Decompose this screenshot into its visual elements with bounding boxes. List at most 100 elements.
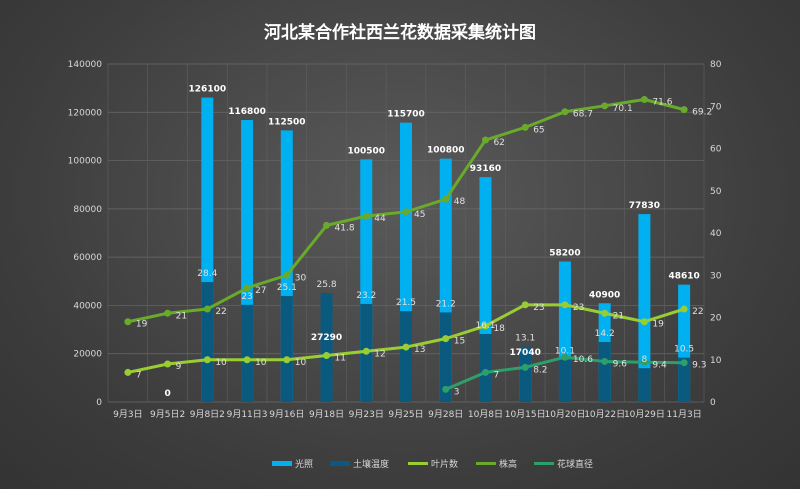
legend[interactable]: 光照 土壤温度 叶片数 株高 花球直径 (272, 458, 593, 470)
line-point[interactable] (561, 353, 569, 361)
line-point[interactable] (481, 368, 489, 376)
bar-soil-temp[interactable] (558, 359, 571, 402)
bar-label: 16.1 (475, 321, 495, 331)
point-label: 9.6 (613, 359, 628, 369)
bar-soil-temp[interactable] (320, 292, 333, 402)
line-point[interactable] (124, 318, 132, 326)
point-label: 71.6 (652, 97, 672, 107)
legend-item[interactable]: 光照 (272, 458, 313, 470)
point-label: 8.2 (533, 365, 547, 375)
line-point[interactable] (521, 123, 529, 131)
bar-label: 40900 (589, 290, 620, 300)
line-point[interactable] (561, 301, 569, 309)
line-point[interactable] (124, 368, 132, 376)
point-label: 22 (215, 307, 226, 317)
line-point[interactable] (640, 95, 648, 103)
line-point[interactable] (164, 360, 172, 368)
y-left-tick: 120000 (68, 108, 103, 118)
point-label: 12 (374, 349, 385, 359)
point-label: 69.2 (692, 108, 712, 118)
line-point[interactable] (283, 271, 291, 279)
line-point[interactable] (601, 309, 609, 317)
bar-soil-temp[interactable] (479, 333, 492, 402)
legend-label: 株高 (499, 458, 517, 470)
bar-light[interactable] (638, 214, 651, 402)
legend-item[interactable]: 株高 (476, 458, 517, 470)
line-point[interactable] (243, 356, 251, 364)
legend-item[interactable]: 土壤温度 (330, 458, 389, 470)
point-label: 30 (295, 273, 307, 283)
line-point[interactable] (362, 212, 370, 220)
point-label: 9.4 (652, 360, 667, 370)
bars (201, 97, 691, 403)
legend-item[interactable]: 花球直径 (534, 458, 593, 470)
line-point[interactable] (283, 356, 291, 364)
point-label: 13 (414, 345, 425, 355)
bar-soil-temp[interactable] (241, 304, 254, 402)
bar-label: 10.5 (674, 345, 694, 355)
point-label: 21 (613, 311, 624, 321)
line-point[interactable] (402, 208, 410, 216)
line-point[interactable] (601, 357, 609, 365)
line-point[interactable] (481, 136, 489, 144)
line-point[interactable] (323, 352, 331, 360)
bar-soil-temp[interactable] (678, 357, 691, 402)
line-point[interactable] (362, 347, 370, 355)
point-label: 9.3 (692, 361, 706, 371)
x-tick: 10月20日 (544, 409, 585, 420)
bar-label: 48610 (668, 272, 699, 282)
bar-soil-temp[interactable] (598, 342, 611, 402)
bar-soil-temp[interactable] (280, 295, 293, 402)
point-label: 10 (255, 358, 267, 368)
line-point[interactable] (680, 106, 688, 114)
y-left-tick: 100000 (68, 157, 103, 167)
line-point[interactable] (640, 318, 648, 326)
x-tick: 10月15日 (505, 409, 546, 420)
line-point[interactable] (481, 322, 489, 330)
bar-soil-temp[interactable] (201, 282, 214, 402)
line-point[interactable] (442, 385, 450, 393)
point-label: 65 (533, 125, 544, 135)
x-tick: 10月29日 (624, 409, 665, 420)
line-point[interactable] (640, 358, 648, 366)
x-tick: 9月11日3 (227, 409, 268, 420)
legend-swatch (272, 461, 292, 466)
legend-item[interactable]: 叶片数 (408, 458, 458, 470)
x-tick: 10月22日 (584, 409, 625, 420)
line-point[interactable] (323, 221, 331, 229)
bar-label: 77830 (629, 201, 660, 211)
point-label: 11 (335, 354, 346, 364)
bar-soil-temp[interactable] (439, 312, 452, 402)
bar-soil-temp[interactable] (638, 368, 651, 402)
point-label: 18 (493, 324, 505, 334)
line-point[interactable] (601, 102, 609, 110)
line-point[interactable] (442, 195, 450, 203)
line-point[interactable] (521, 301, 529, 309)
lines (124, 95, 688, 393)
line-point[interactable] (243, 284, 251, 292)
bar-soil-temp[interactable] (519, 346, 532, 402)
y-right-tick: 80 (710, 60, 722, 70)
line-point[interactable] (402, 343, 410, 351)
line-point[interactable] (680, 305, 688, 313)
bar-label: 0 (164, 389, 170, 399)
x-tick: 9月5日2 (150, 409, 185, 420)
point-label: 10.6 (573, 355, 593, 365)
y-left-tick: 140000 (68, 60, 103, 70)
bar-label: 10.1 (555, 346, 575, 356)
line-point[interactable] (521, 363, 529, 371)
point-label: 19 (136, 320, 148, 330)
point-label: 70.1 (613, 104, 633, 114)
line-point[interactable] (561, 108, 569, 116)
legend-label: 叶片数 (431, 458, 458, 470)
y-right-tick: 30 (710, 271, 722, 281)
line-point[interactable] (203, 305, 211, 313)
point-label: 3 (454, 387, 460, 397)
y-right-tick: 40 (710, 229, 722, 239)
line-point[interactable] (442, 335, 450, 343)
line-point[interactable] (164, 309, 172, 317)
line-point[interactable] (203, 356, 211, 364)
line-point[interactable] (680, 359, 688, 367)
bar-soil-temp[interactable] (400, 311, 412, 402)
